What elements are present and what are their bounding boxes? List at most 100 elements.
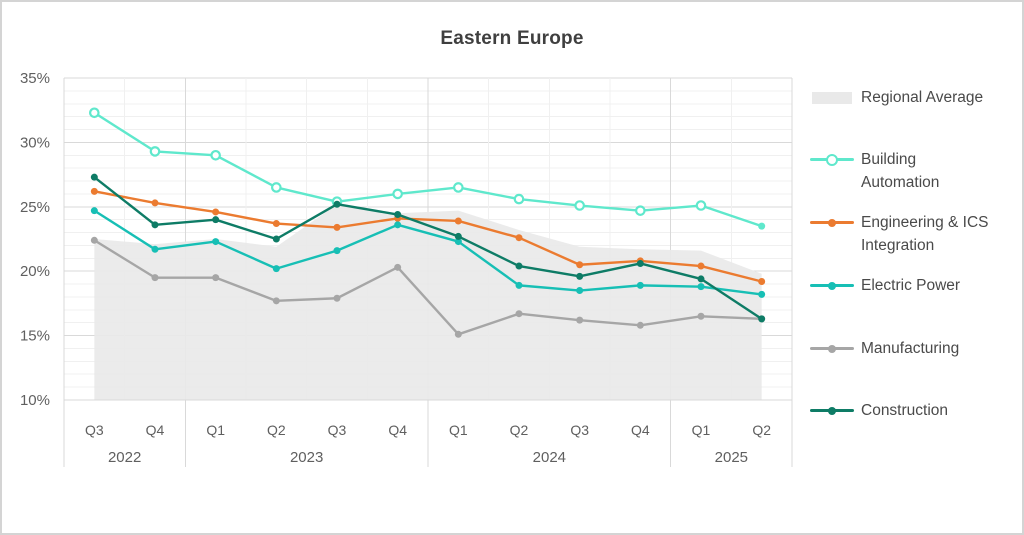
data-point <box>576 261 584 269</box>
data-point <box>394 211 402 219</box>
data-point <box>454 330 462 338</box>
data-point <box>90 173 98 181</box>
line-construction <box>93 175 763 321</box>
data-point <box>333 223 341 231</box>
data-point <box>394 263 402 271</box>
legend-item-regional-average: Regional Average <box>810 86 983 109</box>
legend-label: Engineering & ICS Integration <box>861 214 989 254</box>
data-point <box>454 217 462 225</box>
series-building-automation <box>89 107 766 230</box>
legend: Regional Average Building Automation Engine… <box>802 2 1022 533</box>
x-axis-quarter-label: Q1 <box>692 422 711 438</box>
legend-item-engineering-ics-integration: Engineering & ICS Integration <box>810 211 989 257</box>
x-axis-quarter-label: Q2 <box>752 422 771 438</box>
data-point <box>515 262 523 270</box>
x-axis-quarter-label: Q3 <box>328 422 347 438</box>
data-point <box>697 262 705 270</box>
line-electric-power <box>93 209 763 296</box>
data-point <box>151 199 159 207</box>
data-point <box>697 275 705 283</box>
data-point <box>636 321 644 329</box>
data-point <box>758 290 766 298</box>
data-point <box>272 297 280 305</box>
legend-line-swatch-icon <box>810 399 854 422</box>
legend-label: Building Automation <box>861 151 940 191</box>
data-point <box>394 221 402 229</box>
x-axis-quarter-label: Q4 <box>146 422 165 438</box>
data-point <box>90 207 98 215</box>
y-axis-tick-label: 10% <box>20 392 50 409</box>
y-axis-tick-label: 25% <box>20 199 50 216</box>
data-point <box>515 234 523 242</box>
data-point <box>212 238 220 246</box>
legend-line-swatch-icon <box>810 274 854 297</box>
data-point <box>89 107 100 119</box>
y-axis-tick-label: 20% <box>20 263 50 280</box>
legend-label: Manufacturing <box>861 340 960 357</box>
x-axis-year-label: 2024 <box>533 449 566 466</box>
data-point <box>758 315 766 323</box>
data-point <box>697 312 705 320</box>
legend-label: Electric Power <box>861 277 961 294</box>
data-point <box>515 310 523 318</box>
data-point <box>272 235 280 243</box>
legend-item-electric-power: Electric Power <box>810 274 960 297</box>
data-point <box>636 259 644 267</box>
data-point <box>574 200 585 211</box>
legend-line-swatch-icon <box>810 211 854 234</box>
data-point <box>513 193 525 205</box>
data-point <box>90 236 98 244</box>
series-engineering-ics-integration <box>90 187 766 286</box>
data-point <box>697 283 705 291</box>
x-axis-quarter-label: Q4 <box>631 422 650 438</box>
legend-line-swatch-icon <box>810 148 854 171</box>
data-point <box>212 208 220 216</box>
legend-area-swatch-icon <box>810 86 854 109</box>
data-point <box>210 149 221 161</box>
x-axis-quarter-label: Q2 <box>510 422 529 438</box>
data-point <box>151 245 159 253</box>
data-point <box>212 216 220 224</box>
data-point <box>151 221 159 229</box>
legend-line-swatch-icon <box>810 337 854 360</box>
data-point <box>149 146 161 157</box>
x-axis-year-label: 2023 <box>290 449 323 466</box>
data-point <box>272 220 280 228</box>
x-axis-quarter-label: Q1 <box>206 422 225 438</box>
data-point <box>454 232 462 240</box>
data-point <box>758 222 766 230</box>
x-axis-quarter-label: Q1 <box>449 422 468 438</box>
data-point <box>333 294 341 302</box>
data-point <box>635 205 646 216</box>
x-axis: Q3 Q4 Q1 Q2 Q3 Q4 Q1 Q2 Q3 Q4 Q1 Q2 2022 2023 2024 2025 <box>63 399 793 467</box>
chart-title: Eastern Europe <box>440 28 584 49</box>
legend-label: Regional Average <box>861 89 984 106</box>
series-construction <box>90 173 766 323</box>
data-point <box>576 316 584 324</box>
legend-item-building-automation: Building Automation <box>810 148 939 194</box>
y-axis-tick-label: 30% <box>20 134 50 151</box>
line-building-automation <box>93 111 763 228</box>
y-axis: 35% 30% 25% 20% 15% 10% <box>20 70 50 409</box>
x-axis-year-label: 2025 <box>715 449 748 466</box>
data-point <box>453 182 464 193</box>
data-point <box>90 187 98 195</box>
data-point <box>758 278 766 286</box>
data-point <box>695 200 707 211</box>
x-axis-quarter-label: Q3 <box>85 422 104 438</box>
line-engineering-ics-integration <box>93 190 763 283</box>
data-point <box>392 188 403 200</box>
x-axis-year-label: 2022 <box>108 449 141 466</box>
data-point <box>515 281 523 289</box>
x-axis-quarter-label: Q2 <box>267 422 286 438</box>
data-point <box>636 281 644 289</box>
series-electric-power <box>90 207 766 298</box>
y-axis-tick-label: 15% <box>20 328 50 345</box>
data-point <box>272 265 280 273</box>
x-axis-quarter-label: Q3 <box>570 422 589 438</box>
data-point <box>576 272 584 280</box>
x-axis-quarter-label: Q4 <box>388 422 407 438</box>
legend-item-construction: Construction <box>810 399 948 422</box>
